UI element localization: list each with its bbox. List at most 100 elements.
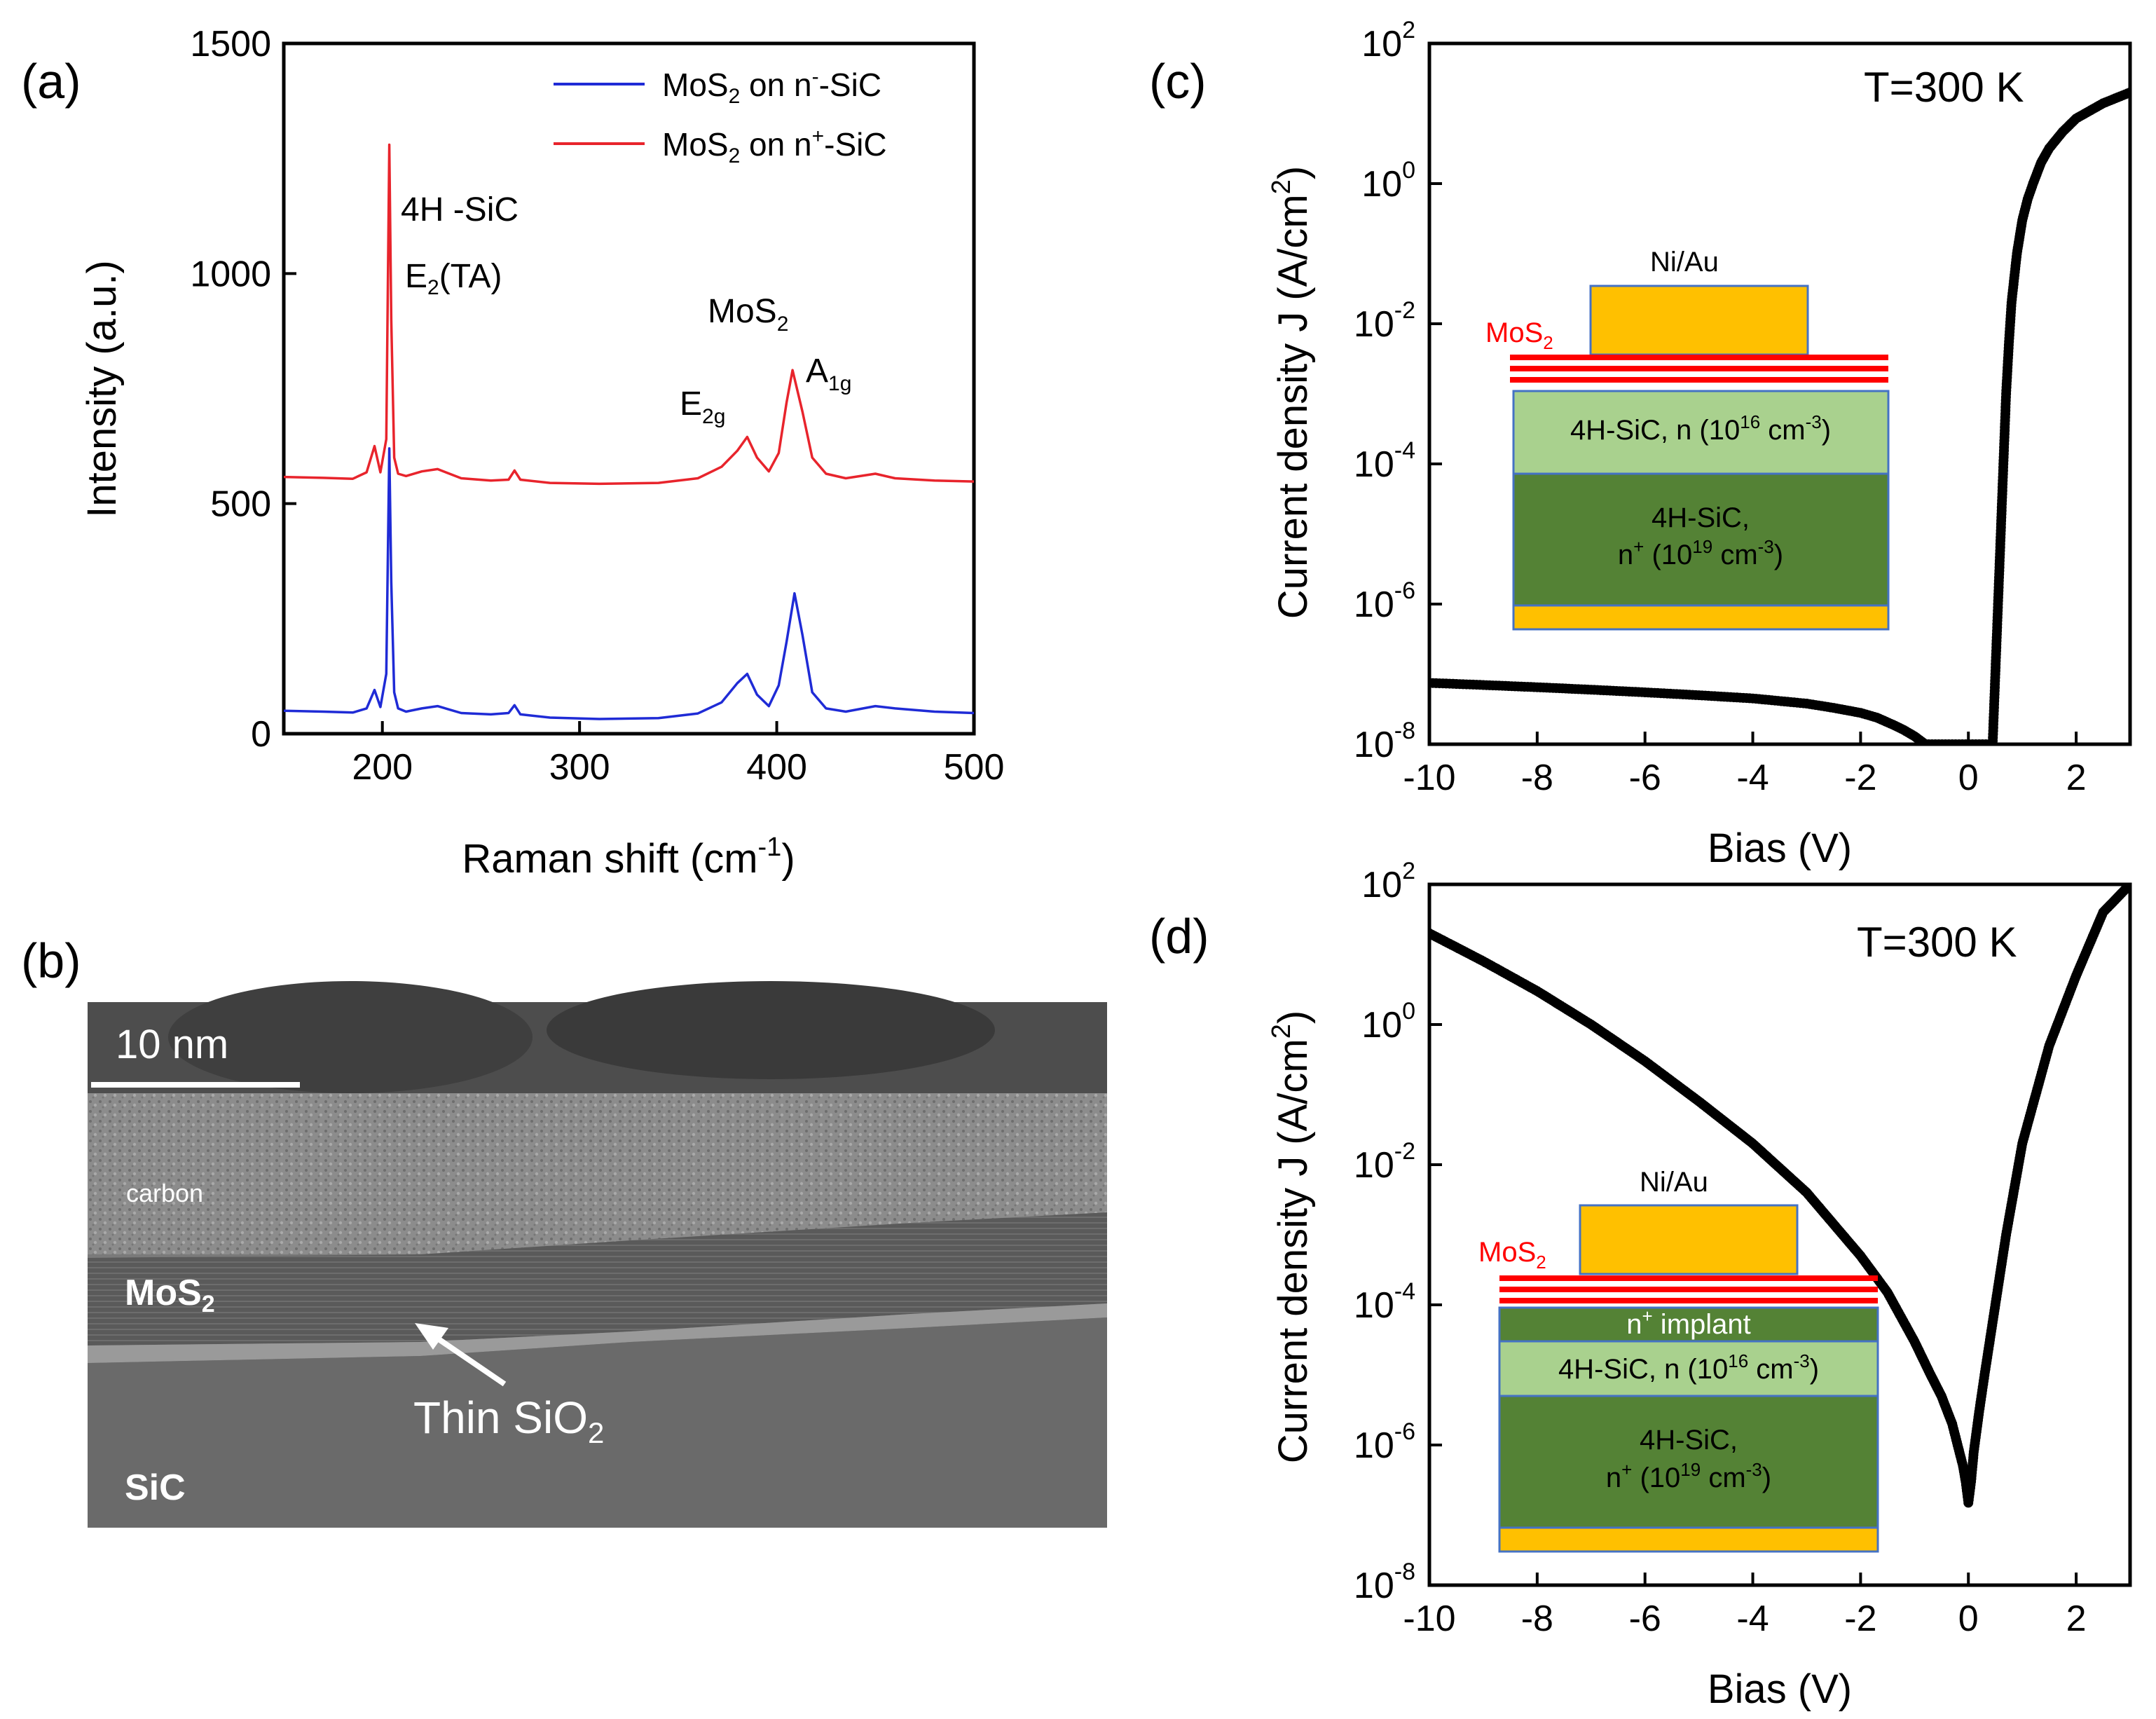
x-tick-label: 300 <box>549 747 610 788</box>
device-schematic-c: Ni/Au MoS2 4H-SiC, n (1016 cm-3) 4H-SiC,… <box>1485 247 1890 631</box>
tem-sic-layer <box>88 1317 1107 1528</box>
contact-ni-au <box>1579 1204 1799 1275</box>
y-tick-label: 100 <box>1361 998 1415 1046</box>
y-tick-label: 10-2 <box>1354 1138 1415 1186</box>
mos2-layer <box>1499 1287 1878 1292</box>
annotation-e2ta: E2(TA) <box>405 258 502 299</box>
y-tick-label: 1500 <box>190 24 271 64</box>
legend-entry-blue: MoS2 on n--SiC <box>662 65 881 108</box>
contact-ni-au <box>1589 285 1809 356</box>
mos2-layer <box>1499 1298 1878 1303</box>
layer-4h-sic-nplus <box>1498 1395 1879 1529</box>
layer-4h-sic-n <box>1498 1340 1879 1397</box>
data-point <box>2125 884 2130 889</box>
y-tick-label: 10-4 <box>1354 1278 1415 1326</box>
tem-blob <box>547 981 995 1079</box>
annotation-mos2: MoS2 <box>708 293 788 336</box>
layer-4h-sic-n <box>1512 390 1890 475</box>
jv-c-plot-frame <box>1427 41 2132 746</box>
mos2-layer <box>1510 355 1888 360</box>
x-tick-label: 500 <box>944 747 1005 788</box>
mos2-label: MoS2 <box>1478 1237 1546 1273</box>
mos2-layer <box>1510 366 1888 371</box>
y-tick-label: 1000 <box>190 254 271 294</box>
panel-d: (d) -10 -8 -6 -4 -2 0 2 10-8 10-6 10-4 10-2 100 102 … <box>1149 858 2132 1712</box>
layer-4h-sic-nplus <box>1512 472 1890 607</box>
jv-d-y-axis-title: Current density J (A/cm2) <box>1267 1011 1316 1463</box>
x-tick-label: -2 <box>1844 1598 1876 1639</box>
contact-label: Ni/Au <box>1640 1167 1708 1198</box>
layer-4h-sic-nplus-label-1: 4H-SiC, <box>1652 502 1750 533</box>
y-tick-label: 100 <box>1361 157 1415 205</box>
jv-c-temperature: T=300 K <box>1864 64 2024 111</box>
jv-chart-c: -10 -8 -6 -4 -2 0 2 10-8 10-6 10-4 10-2 100 102 T=30… <box>1267 17 2132 871</box>
panel-c: (c) -10 -8 -6 -4 -2 0 2 10-8 10-6 10-4 10-2 100 102 … <box>1149 17 2132 871</box>
annotation-e2g: E2g <box>680 385 725 428</box>
x-tick-label: -10 <box>1403 1598 1455 1639</box>
legend-entry-red: MoS2 on n+-SiC <box>662 125 887 167</box>
layer-4h-sic-nplus-label-1: 4H-SiC, <box>1640 1425 1738 1456</box>
x-tick-label: -8 <box>1521 758 1553 798</box>
tem-mos2-layer <box>88 1212 1107 1345</box>
raman-plot-frame <box>282 41 976 736</box>
tem-sio2-layer <box>88 1303 1107 1363</box>
series-line-1 <box>284 143 974 486</box>
y-tick-label: 10-8 <box>1354 718 1415 765</box>
layer-4h-sic-n-label: 4H-SiC, n (1016 cm-3) <box>1558 1350 1819 1385</box>
jv-d-temperature: T=300 K <box>1857 919 2017 966</box>
tem-label-sic: SiC <box>125 1467 186 1508</box>
panel-label-c: (c) <box>1149 54 1207 109</box>
sio2-arrow-line <box>425 1329 507 1387</box>
raman-chart: 200 300 400 500 0 500 1000 1500 MoS2 on n--SiC … <box>79 24 1004 882</box>
x-tick-label: 0 <box>1958 758 1979 798</box>
tem-label-carbon: carbon <box>126 1179 203 1207</box>
contact-label: Ni/Au <box>1650 247 1719 278</box>
panel-label-d: (d) <box>1149 909 1209 964</box>
x-tick-label: -10 <box>1403 758 1455 798</box>
jv-d-plot-frame <box>1427 882 2132 1587</box>
annotation-4h-sic: 4H -SiC <box>401 191 519 228</box>
x-tick-label: -8 <box>1521 1598 1553 1639</box>
y-tick-label: 10-8 <box>1354 1559 1415 1606</box>
y-tick-label: 500 <box>210 484 271 525</box>
y-tick-label: 10-6 <box>1354 577 1415 625</box>
sio2-arrow-head <box>415 1323 448 1350</box>
data-point <box>2125 87 2130 97</box>
raman-x-axis-title: Raman shift (cm-1) <box>462 833 795 882</box>
raman-legend: MoS2 on n--SiC MoS2 on n+-SiC <box>554 65 887 167</box>
jv-d-ticks: -10 -8 -6 -4 -2 0 2 10-8 10-6 10-4 10-2 100 102 <box>1354 858 2087 1639</box>
x-tick-label: -6 <box>1629 758 1661 798</box>
jv-d-x-axis-title: Bias (V) <box>1708 1666 1852 1712</box>
tem-label-sio2: Thin SiO2 <box>413 1392 604 1449</box>
mos2-layer <box>1510 377 1888 383</box>
device-schematic-d: Ni/Au MoS2 n+ implant 4H-SiC, n (1016 cm… <box>1478 1167 1879 1553</box>
tem-image: 10 nm carbon MoS2 Thin SiO2 SiC <box>88 981 1107 1528</box>
x-tick-label: 2 <box>2066 1598 2087 1639</box>
back-contact <box>1512 604 1890 631</box>
y-tick-label: 10-2 <box>1354 297 1415 345</box>
panel-b: (b) 10 nm carbon MoS2 Thin SiO2 SiC <box>21 933 1107 1528</box>
raman-y-axis-title: Intensity (a.u.) <box>79 260 125 517</box>
x-tick-label: -2 <box>1844 758 1876 798</box>
tem-label-mos2: MoS2 <box>125 1273 215 1317</box>
x-tick-label: 200 <box>352 747 413 788</box>
panel-label-a: (a) <box>21 54 81 109</box>
layer-nplus-implant-label: n+ implant <box>1626 1306 1751 1340</box>
jv-chart-d: -10 -8 -6 -4 -2 0 2 10-8 10-6 10-4 10-2 100 102 T=30… <box>1267 858 2132 1712</box>
jv-c-series <box>1429 87 2130 744</box>
mos2-layer <box>1499 1275 1878 1281</box>
y-tick-label: 10-6 <box>1354 1418 1415 1466</box>
panel-label-b: (b) <box>21 933 81 988</box>
layer-4h-sic-nplus-label-2: n+ (1019 cm-3) <box>1618 536 1783 570</box>
layer-4h-sic-n-label: 4H-SiC, n (1016 cm-3) <box>1570 411 1831 446</box>
annotation-a1g: A1g <box>806 352 851 395</box>
tem-blob <box>168 981 533 1093</box>
jv-d-series <box>1429 884 2130 1508</box>
panel-a: (a) 200 300 400 500 0 500 1000 1500 MoS2 on n--… <box>21 24 1004 882</box>
x-tick-label: -6 <box>1629 1598 1661 1639</box>
series-line-0 <box>284 447 974 720</box>
raman-series <box>284 143 974 720</box>
layer-nplus-implant <box>1498 1306 1879 1343</box>
x-tick-label: 0 <box>1958 1598 1979 1639</box>
